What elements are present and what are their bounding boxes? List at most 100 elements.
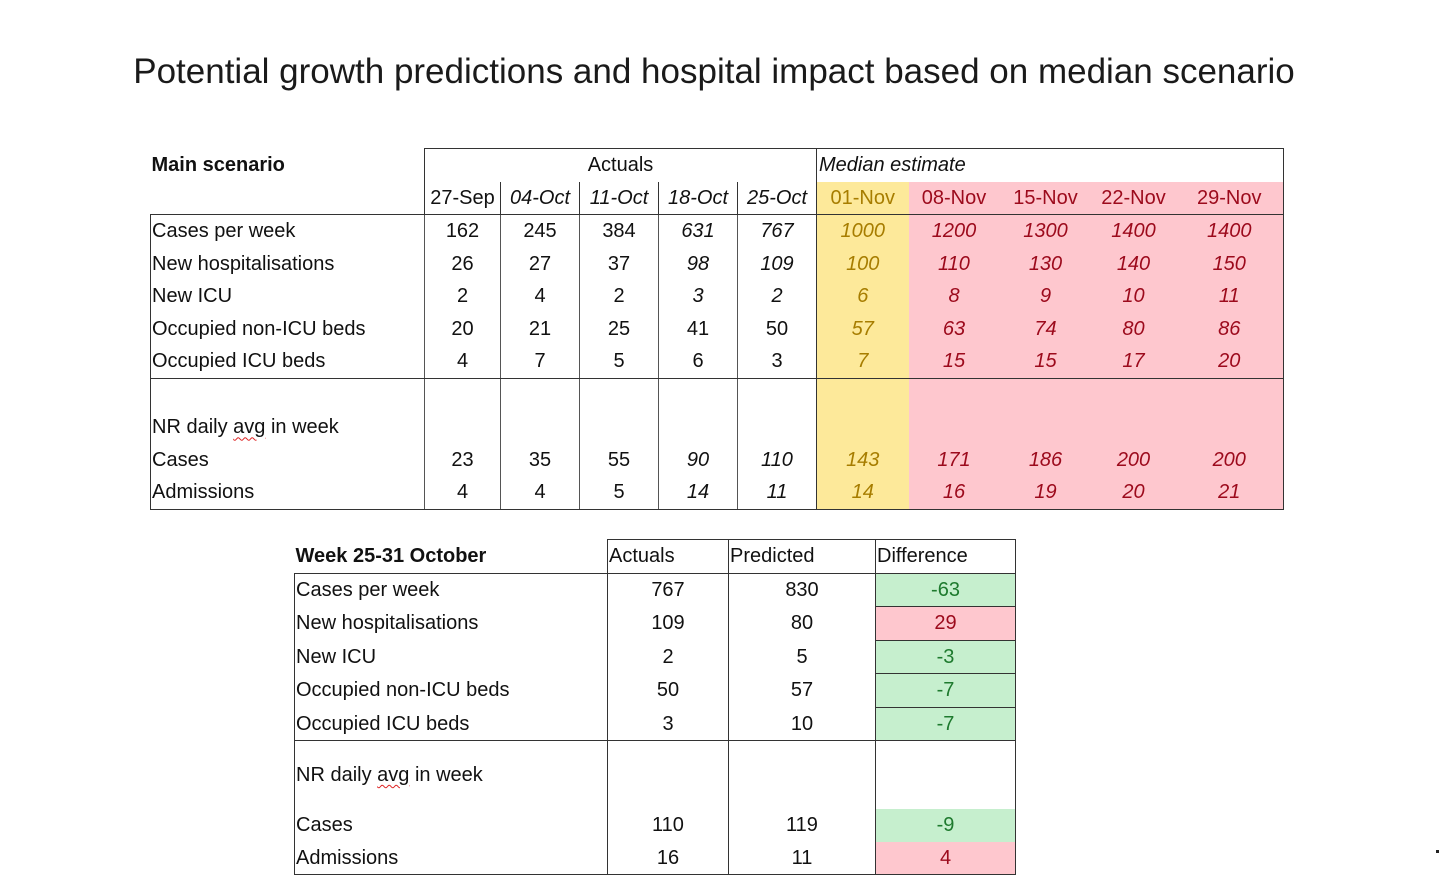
date-header: 27-Sep [424,181,501,215]
difference-cell: 29 [875,606,1016,641]
week-label: Week 25-31 October [294,539,608,574]
week-table-row: Occupied ICU beds 3 10 -7 [294,707,1016,741]
actuals-header: Actuals [424,148,817,182]
row-label: Occupied ICU beds [294,707,608,741]
predicted-cell: 830 [728,573,876,607]
data-cell: 2 [424,280,501,313]
data-cell: 2 [737,280,817,313]
spacer-cell [737,378,817,411]
data-cell: 9 [999,280,1092,313]
data-cell: 35 [500,443,580,476]
data-cell: 17 [1091,345,1176,379]
data-cell: 37 [579,247,659,280]
difference-cell: -7 [875,707,1016,741]
data-cell: 90 [658,443,738,476]
week-nr-row: Cases 110 119 -9 [294,809,1016,842]
row-label: Occupied non-ICU beds [294,673,608,707]
actual-cell: 50 [607,673,729,707]
spacer-cell [816,378,909,411]
predicted-cell: 10 [728,707,876,741]
data-cell: 110 [908,247,1000,280]
spacer-cell [658,378,738,411]
predicted-cell: 57 [728,673,876,707]
data-cell: 200 [1175,443,1284,476]
data-cell: 3 [737,345,817,379]
actual-cell: 767 [607,573,729,607]
data-cell: 74 [999,312,1092,345]
nr-spacer-cell [424,411,501,444]
difference-cell: 4 [875,841,1016,875]
row-label: New ICU [150,280,425,313]
spacer-cell [424,378,501,411]
row-label: Admissions [150,476,425,510]
nr-label-row: NR daily avg in week [150,411,1284,444]
data-cell: 86 [1175,312,1284,345]
data-cell: 26 [424,247,501,280]
week-table-row: Occupied non-ICU beds 50 57 -7 [294,673,1016,708]
data-cell: 20 [1175,345,1284,379]
spacer-cell [1091,378,1176,411]
data-cell: 245 [500,214,580,248]
data-cell: 4 [500,280,580,313]
nr-label-word: avg [233,416,266,439]
data-cell: 143 [816,443,909,476]
data-cell: 5 [579,476,659,510]
row-label: New hospitalisations [150,247,425,280]
data-cell: 80 [1091,312,1176,345]
week-table-row: New hospitalisations 109 80 29 [294,606,1016,641]
main-scenario-label: Main scenario [151,154,285,176]
data-cell: 1300 [999,214,1092,248]
data-cell: 3 [658,280,738,313]
row-label: Cases per week [294,573,608,607]
predicted-cell: 119 [728,809,876,842]
data-cell: 21 [1175,476,1284,510]
data-cell: 63 [908,312,1000,345]
main-table-row: New hospitalisations 26 27 37 98 109 100 110 130… [150,247,1284,280]
data-cell: 15 [908,345,1000,379]
week-header-predicted: Predicted [728,539,876,574]
nr-spacer-cell [875,740,1016,809]
row-label: Cases [150,443,425,476]
date-header: 11-Oct [579,181,659,215]
nr-daily-label: NR daily avg in week [294,740,608,809]
nr-spacer-cell [1175,411,1284,444]
spacer-label [150,378,425,411]
week-header-actuals: Actuals [607,539,729,574]
data-cell: 1400 [1175,214,1284,248]
spacer-cell [500,378,580,411]
data-cell: 55 [579,443,659,476]
data-cell: 8 [908,280,1000,313]
row-label: New hospitalisations [294,606,608,640]
predicted-cell: 5 [728,640,876,674]
data-cell: 14 [816,476,909,510]
corner-mark [1436,850,1439,853]
data-cell: 98 [658,247,738,280]
nr-label-post: in week [265,416,339,439]
data-cell: 6 [816,280,909,313]
nr-spacer-cell [737,411,817,444]
nr-spacer-cell [607,740,729,809]
nr-label-pre: NR daily [152,416,234,439]
data-cell: 2 [579,280,659,313]
actual-cell: 3 [607,707,729,741]
actual-cell: 16 [607,841,729,875]
spacer-row [150,378,1284,411]
data-cell: 11 [737,476,817,510]
nr-spacer-cell [579,411,659,444]
data-cell: 57 [816,312,909,345]
data-cell: 162 [424,214,501,248]
main-table-row: Cases per week 162 245 384 631 767 1000 1200 130… [150,214,1284,248]
data-cell: 15 [999,345,1092,379]
page-title: Potential growth predictions and hospita… [133,52,1295,91]
difference-cell: -7 [875,673,1016,708]
data-cell: 20 [424,312,501,345]
nr-spacer-cell [999,411,1092,444]
date-header-blank [151,182,425,215]
date-header: 22-Nov [1091,181,1176,215]
row-label: Cases per week [150,214,425,248]
week-nr-row: Admissions 16 11 4 [294,841,1016,875]
nr-table-row: Cases 23 35 55 90 110 143 171 186 200 200 [150,443,1284,476]
data-cell: 27 [500,247,580,280]
week-nr-label-row: NR daily avg in week [294,740,1016,809]
date-header: 15-Nov [999,181,1092,215]
